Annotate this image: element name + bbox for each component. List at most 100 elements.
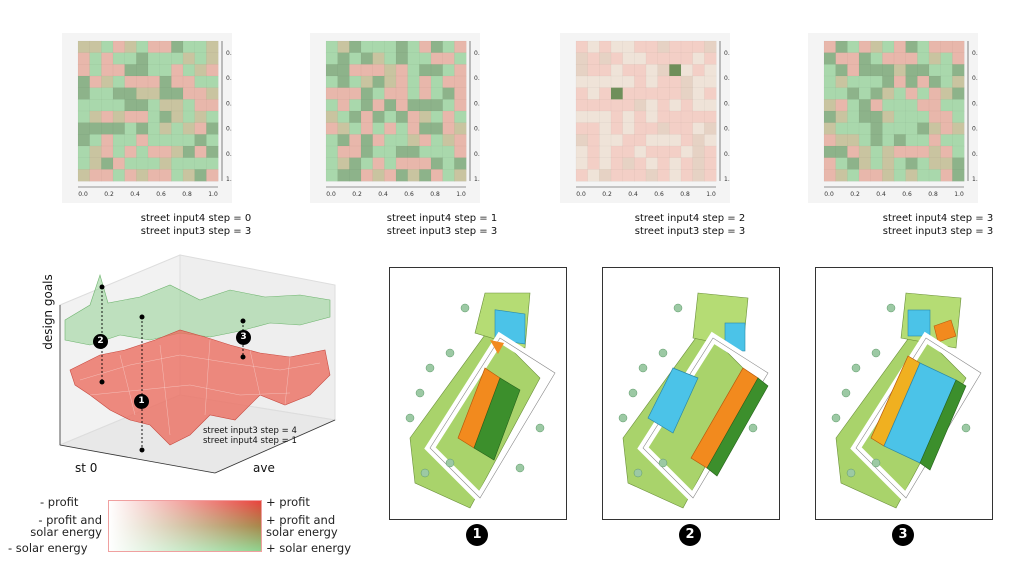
heatmap-cell <box>917 87 930 100</box>
caption-line-2: street input3 step = 3 <box>634 225 746 237</box>
x-tick-label: 0.0 <box>824 191 834 198</box>
heatmap-cell <box>575 40 589 54</box>
heatmap-cell <box>893 169 907 182</box>
heatmap-cell <box>384 134 397 147</box>
heatmap-cell <box>835 64 848 77</box>
heatmap-cell <box>325 87 339 100</box>
heatmap-cell <box>634 52 647 65</box>
heatmap-cell <box>645 110 659 124</box>
y-tick-label: 1.0 <box>226 176 232 183</box>
heatmap-cell <box>372 64 385 77</box>
heatmap-cell <box>575 87 589 100</box>
heatmap-cell <box>77 134 91 147</box>
heatmap-cell <box>858 157 872 170</box>
heatmap-cell <box>680 52 694 65</box>
heatmap-cell <box>952 122 965 135</box>
y-tick-label: 0.2 <box>474 75 480 82</box>
heatmap-cell <box>89 99 102 112</box>
heatmap-cell <box>847 169 860 182</box>
heatmap-cell <box>325 52 339 65</box>
heatmap-cell <box>952 40 965 54</box>
heatmap-cell <box>823 40 837 54</box>
heatmap-cell <box>575 75 589 89</box>
y-tick-label: 0.4 <box>474 100 480 107</box>
x-tick-label: 1.0 <box>456 191 466 198</box>
heatmap-cell <box>454 99 467 112</box>
heatmap-cell <box>847 145 860 159</box>
heatmap-cell <box>194 169 207 182</box>
heatmap-cell <box>680 75 694 89</box>
heatmap-cell <box>893 87 907 100</box>
heatmap-cell <box>858 75 872 89</box>
heatmap-cell <box>206 52 219 65</box>
heatmap-cell <box>360 145 374 159</box>
heatmap-cell <box>680 40 694 54</box>
heatmap-cell <box>182 169 196 182</box>
x-tick-label: 0.2 <box>352 191 362 198</box>
heatmap-cell <box>870 52 883 65</box>
heatmap-cell <box>124 40 137 54</box>
heatmap-cell <box>349 87 362 100</box>
heatmap-cell <box>147 87 161 100</box>
heatmap-cell <box>407 134 420 147</box>
heatmap-cell <box>835 110 848 124</box>
y-tick-label: 0.6 <box>724 126 730 133</box>
heatmap-cell <box>337 110 350 124</box>
heatmap-cell <box>940 75 953 89</box>
heatmap-cell <box>882 157 895 170</box>
heatmap-cell <box>395 122 409 135</box>
heatmap-cell <box>454 75 467 89</box>
heatmap-cell <box>124 169 137 182</box>
heatmap-cell <box>610 99 624 112</box>
y-tick-label: 0.0 <box>724 50 730 57</box>
y-tick-label: 0.0 <box>474 50 480 57</box>
x-tick-label: 1.0 <box>706 191 716 198</box>
y-tick-label: 0.2 <box>226 75 232 82</box>
heatmap-cell <box>136 122 149 135</box>
heatmap-cell <box>112 145 126 159</box>
heatmap-cell <box>940 157 953 170</box>
heatmap-cell <box>704 110 717 124</box>
heatmap-cell <box>349 64 362 77</box>
heatmap-cell <box>112 52 126 65</box>
heatmap-cell <box>147 134 161 147</box>
heatmap-cell <box>870 169 883 182</box>
heatmap-cell <box>575 157 589 170</box>
heatmap-cell <box>194 134 207 147</box>
x-tick-label: 0.6 <box>902 191 912 198</box>
heatmap-cell <box>395 145 409 159</box>
heatmap-cell <box>372 87 385 100</box>
heatmap-cell <box>384 75 397 89</box>
heatmap-cell <box>395 110 409 124</box>
heatmap-cell <box>680 64 694 77</box>
heatmap-cell <box>77 157 91 170</box>
heatmap-cell <box>372 122 385 135</box>
heatmap-cell <box>905 99 918 112</box>
heatmap-cell <box>680 134 694 147</box>
heatmap-cell <box>634 110 647 124</box>
heatmap-cell <box>692 64 705 77</box>
heatmap-cell <box>870 110 883 124</box>
heatmap-cell <box>928 134 942 147</box>
heatmap-cell <box>430 64 444 77</box>
heatmap-cell <box>692 157 705 170</box>
heatmap-cell <box>835 40 848 54</box>
heatmap-cell <box>430 99 444 112</box>
annotation-line-2: street input4 step = 1 <box>203 436 297 446</box>
heatmap-cell <box>858 145 872 159</box>
heatmap-cell <box>587 75 600 89</box>
heatmap-cell <box>194 145 207 159</box>
heatmap-cell <box>645 99 659 112</box>
legend-plus-solar: + solar energy <box>266 541 352 555</box>
heatmap-cell <box>599 145 612 159</box>
x-axis-label: st 0 <box>75 461 98 475</box>
heatmap-cell <box>372 99 385 112</box>
heatmap-cell <box>430 87 444 100</box>
heatmap-cell <box>657 110 670 124</box>
heatmap-cell <box>419 134 432 147</box>
heatmap-cell <box>395 87 409 100</box>
heatmap-cell <box>430 145 444 159</box>
heatmap-cell <box>372 40 385 54</box>
heatmap-cell <box>89 52 102 65</box>
heatmap-cell <box>905 134 918 147</box>
